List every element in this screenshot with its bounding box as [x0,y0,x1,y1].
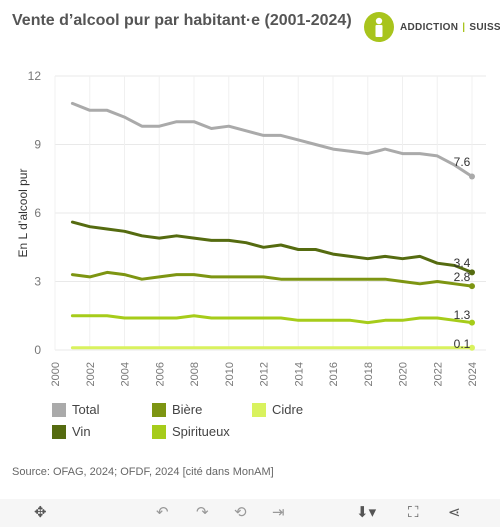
legend-swatch [252,402,266,417]
x-tick-label: 2002 [85,362,97,386]
end-label-total: 7.6 [454,155,471,169]
y-axis-label: En L d’alcool pur [16,169,30,258]
x-tick-label: 2006 [154,362,166,386]
download-icon[interactable]: ⬇▾ [356,504,377,521]
source-note: Source: OFAG, 2024; OFDF, 2024 [cité dan… [12,466,274,478]
x-tick-label: 2018 [363,362,375,386]
legend-item[interactable]: Total [52,402,99,417]
undo-icon[interactable]: ↶ [156,504,169,521]
x-tick-label: 2000 [50,362,62,386]
fullscreen-icon[interactable]: ⛶ [408,504,419,521]
legend-label: Vin [72,424,91,439]
logo-mark-icon [364,12,394,42]
x-tick-label: 2010 [224,362,236,386]
legend-label: Bière [172,402,203,417]
line-chart: 0 3 6 9 12 2000 2002 2004 2006 2008 2010 2012 2014 20… [16,69,486,386]
legend-item[interactable]: Cidre [252,402,303,417]
x-tick-label: 2008 [189,362,201,386]
logo-glyph [375,17,383,37]
x-tick-label: 2014 [293,362,305,386]
legend-swatch [152,424,166,439]
end-label-spiritueux: 1.3 [454,308,471,322]
chart-title: Vente d’alcool pur par habitant·e (2001-… [12,12,352,29]
x-tick-label: 2004 [120,362,132,386]
x-tick-label: 2024 [467,362,479,386]
logo-text-left: ADDICTION [400,21,459,33]
series-line-spiritueux [70,314,474,325]
series-endpoint-bière [469,283,475,290]
legend-swatch [52,402,66,417]
legend-label: Total [72,402,100,417]
legend-label: Cidre [272,402,304,417]
redo-icon[interactable]: ↷ [196,504,209,521]
legend-swatch [152,402,166,417]
logo-text: ADDICTION|SUISSE [400,22,500,33]
forward-icon[interactable]: ⇥ [272,504,285,521]
series-line-vin [70,220,474,274]
y-tick-label: 3 [34,275,41,289]
x-tick-label: 2020 [398,362,410,386]
y-tick-label: 12 [28,69,42,83]
x-tick-label: 2022 [432,362,444,386]
move-icon[interactable]: ✥ [34,504,47,521]
chart-toolbar: ✥ ↶ ↷ ⟲ ⇥ ⬇▾ ⛶ ⋖ [0,499,500,527]
x-tick-label: 2016 [328,362,340,386]
end-label-vin: 3.4 [454,256,471,270]
logo-separator: | [462,21,466,33]
share-icon[interactable]: ⋖ [448,504,461,521]
series-line-total [70,101,474,178]
y-tick-label: 6 [34,206,41,220]
x-tick-label: 2012 [259,362,271,386]
legend-item[interactable]: Vin [52,424,91,439]
reset-icon[interactable]: ⟲ [234,504,247,521]
y-tick-label: 0 [34,343,41,357]
end-label-cidre: 0.1 [454,337,471,351]
end-label-bière: 2.8 [454,270,471,284]
legend-item[interactable]: Spiritueux [152,424,230,439]
addiction-suisse-logo[interactable]: ADDICTION|SUISSE [364,12,500,42]
legend-swatch [52,424,66,439]
series-endpoint-vin [469,269,475,276]
series-endpoint-spiritueux [469,319,475,326]
y-tick-label: 9 [34,138,41,152]
series-endpoint-cidre [469,344,475,351]
legend-label: Spiritueux [172,424,230,439]
series-endpoint-total [469,173,475,180]
logo-text-right: SUISSE [469,21,500,33]
series-line-bière [70,270,474,288]
legend-item[interactable]: Bière [152,402,202,417]
